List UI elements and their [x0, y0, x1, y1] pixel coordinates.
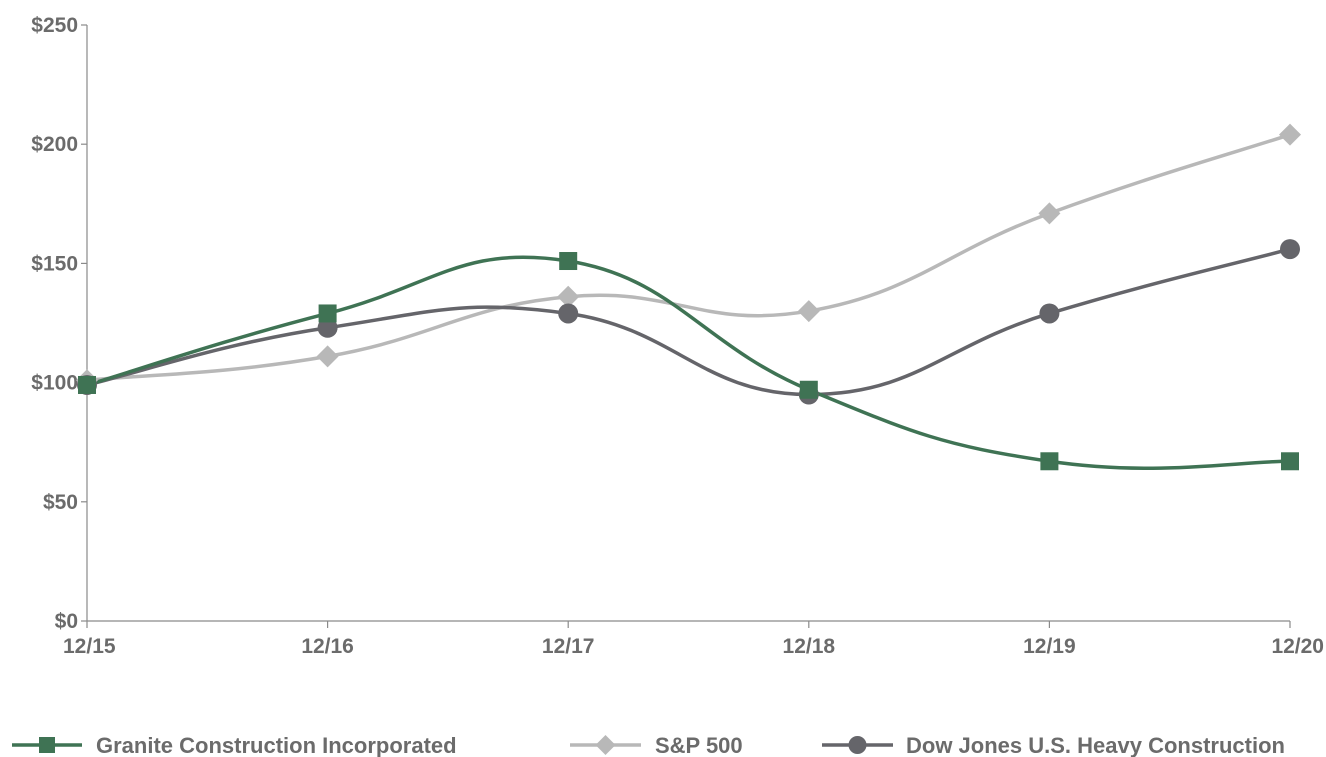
data-point-square — [78, 375, 96, 394]
data-point-square — [559, 252, 578, 271]
data-point-square — [799, 380, 818, 399]
data-point-circle — [558, 303, 579, 324]
data-point-square — [318, 304, 337, 323]
y-tick-label: $100 — [31, 372, 78, 395]
legend-label: Granite Construction Incorporated — [96, 733, 457, 757]
legend-label: S&P 500 — [655, 733, 743, 757]
data-point-diamond — [797, 300, 820, 323]
legend-label: Dow Jones U.S. Heavy Construction — [906, 733, 1285, 757]
data-point-circle — [1280, 239, 1300, 260]
legend-item: S&P 500 — [570, 733, 743, 757]
y-tick-label: $250 — [31, 14, 78, 37]
series-line-1 — [85, 132, 1292, 382]
x-tick-label: 12/18 — [783, 635, 836, 658]
data-point-square — [1281, 452, 1299, 471]
legend-marker-circle — [848, 736, 867, 754]
legend: Granite Construction Incorporated S&P 500… — [12, 733, 1285, 757]
y-tick-label: $0 — [55, 610, 78, 633]
legend-marker-square — [39, 737, 55, 753]
series-line-0 — [85, 255, 1292, 470]
x-axis-ticks: 12/15 12/16 12/17 12/18 12/19 12/20 — [63, 621, 1324, 658]
data-point-circle — [317, 317, 338, 338]
legend-item: Dow Jones U.S. Heavy Construction — [822, 733, 1285, 757]
x-tick-label: 12/16 — [301, 635, 354, 658]
y-tick-label: $200 — [31, 133, 78, 156]
axes — [86, 25, 1290, 622]
series-lines — [85, 132, 1292, 470]
data-point-diamond — [1038, 202, 1061, 225]
legend-item: Granite Construction Incorporated — [12, 733, 457, 757]
y-tick-label: $50 — [43, 491, 78, 514]
x-tick-label: 12/15 — [63, 635, 116, 658]
data-point-diamond — [1279, 123, 1301, 146]
x-tick-label: 12/17 — [542, 635, 595, 658]
y-axis-ticks: $0 $50 $100 $150 $200 $250 — [31, 14, 87, 633]
x-tick-label: 12/20 — [1271, 635, 1324, 658]
y-tick-label: $150 — [31, 252, 78, 275]
data-point-diamond — [316, 345, 339, 368]
data-point-diamond — [557, 285, 580, 308]
series-line-2 — [85, 247, 1292, 397]
data-point-circle — [1039, 303, 1060, 324]
data-point-square — [1040, 452, 1059, 471]
x-tick-label: 12/19 — [1023, 635, 1076, 658]
legend-marker-diamond — [595, 735, 616, 755]
series-markers — [76, 123, 1301, 471]
